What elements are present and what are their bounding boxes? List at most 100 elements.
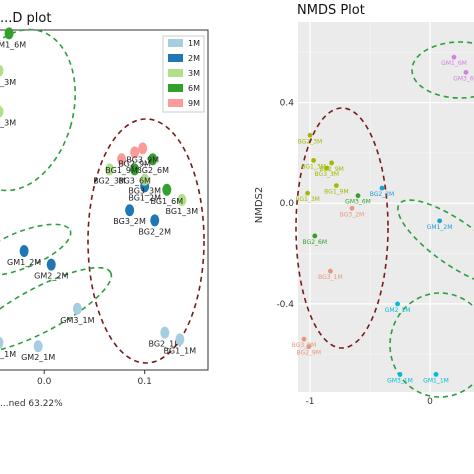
pcoa-x-axis-label: ...ned 63.22% <box>0 399 63 409</box>
pcoa-group-ellipses <box>0 28 205 364</box>
pcoa-x-tick-label: 0.0 <box>37 377 52 387</box>
nmds-point-label: BG2_6M <box>303 239 327 246</box>
nmds-point <box>355 193 361 199</box>
pcoa-point-label: BG3_6M <box>118 176 151 185</box>
pcoa-point-label: BG1_6M <box>150 197 183 206</box>
nmds-ellipse-gm-late <box>411 41 474 99</box>
nmds-point-label: GM2_1M <box>385 307 411 314</box>
pcoa-legend-swatch <box>168 39 183 47</box>
pcoa-legend-label: 3M <box>188 69 200 78</box>
nmds-point-label: BG3_9M <box>292 342 316 349</box>
pcoa-point-label: GM1_1M <box>0 350 16 359</box>
pcoa-point <box>125 204 135 217</box>
pcoa-point-label: GM2_2M <box>34 272 68 281</box>
nmds-point <box>349 205 355 211</box>
nmds-point <box>307 132 313 138</box>
pcoa-point-label: GM2_3M <box>0 119 16 128</box>
pcoa-point-label: GM1_6M <box>0 40 26 49</box>
nmds-point-label: BG3_3M <box>315 171 339 178</box>
pcoa-points: BG2_1MBG1_1MGM3_1MGM2_1MGM1_1MBG1_2MBG2_… <box>0 27 198 362</box>
pcoa-point-label: BG2_2M <box>138 227 171 236</box>
nmds-point-label: BG3_1M <box>318 274 342 281</box>
nmds-point <box>305 190 310 196</box>
nmds-point <box>329 160 334 166</box>
nmds-point <box>463 69 469 75</box>
nmds-group-ellipses <box>295 41 474 398</box>
pcoa-point-label: GM2_1M <box>21 353 55 362</box>
pcoa-point <box>177 194 187 206</box>
nmds-point-label: GM1_1M <box>423 377 449 384</box>
nmds-point <box>324 165 330 171</box>
nmds-point-label: BG3_2M <box>340 211 364 218</box>
nmds-point <box>328 268 333 274</box>
nmds-point <box>437 218 442 224</box>
pcoa-point-label: GM3_1M <box>60 316 94 325</box>
nmds-point <box>451 54 457 60</box>
pcoa-point <box>130 163 140 176</box>
pcoa-point <box>175 333 185 346</box>
nmds-point-label: GM1_6M <box>441 60 467 67</box>
nmds-plot-area <box>298 22 474 392</box>
pcoa-ellipse-bg <box>87 118 205 364</box>
pcoa-point-label: BG2_1M <box>148 340 181 349</box>
pcoa-point <box>0 336 4 349</box>
pcoa-point <box>72 302 82 315</box>
nmds-y-tick-label: 0.4 <box>280 99 295 109</box>
nmds-point <box>395 301 400 307</box>
nmds-point <box>397 371 403 377</box>
pcoa-legend-label: 2M <box>188 54 200 63</box>
pcoa-point-label: GM1_3M <box>0 78 16 87</box>
pcoa-point-label: BG1_2M <box>128 193 161 202</box>
nmds-point-label: BG2_9M <box>297 350 321 357</box>
nmds-point-label: BG1_3M <box>301 163 325 170</box>
pcoa-legend-label: 6M <box>188 84 200 93</box>
nmds-y-tick-label: -0.4 <box>276 300 294 310</box>
nmds-point-label: GM3_1M <box>387 377 413 384</box>
pcoa-point <box>33 340 43 353</box>
nmds-point-label: BG2_9M <box>319 166 343 173</box>
pcoa-point <box>138 142 148 155</box>
pcoa-point <box>150 214 160 227</box>
nmds-ellipse-gm-2m <box>397 199 474 287</box>
nmds-point-label: BG2_2M <box>370 191 394 198</box>
pcoa-legend-swatch <box>168 54 183 62</box>
nmds-point <box>306 344 312 350</box>
pcoa-point-label: BG3_2M <box>113 217 146 226</box>
pcoa-legend-swatch <box>168 99 183 107</box>
nmds-point <box>379 185 385 191</box>
nmds-point <box>433 371 439 377</box>
nmds-y-axis-label: NMDS2 <box>254 187 265 224</box>
nmds-point-label: GM1_2M <box>427 224 453 231</box>
nmds-point-label: BG1_3M <box>295 196 319 203</box>
pcoa-point-label: BG2_9M <box>118 159 151 168</box>
pcoa-legend-label: 1M <box>188 39 200 48</box>
pcoa-point <box>0 105 4 118</box>
pcoa-ellipse-gm-late <box>0 28 77 192</box>
pcoa-point <box>4 27 14 40</box>
pcoa-point-label: BG3_9M <box>126 155 159 164</box>
nmds-point-label: BG2_3M <box>298 138 322 145</box>
pcoa-ellipse-gm-2m <box>0 223 72 277</box>
pcoa-point-label: BG1_3M <box>166 207 199 216</box>
nmds-x-tick-label: 0 <box>427 397 433 407</box>
pcoa-point <box>19 245 29 257</box>
nmds-point <box>312 233 318 239</box>
pcoa-point <box>140 173 150 186</box>
pcoa-point-label: BG1_9M <box>105 166 138 175</box>
pcoa-x-tick-label: 0.1 <box>138 377 152 387</box>
nmds-panel: NMDS Plot -1 0 0.4 0.0 -0.4 NMDS2 GM3_1M GM1_… <box>254 3 474 407</box>
pcoa-point-label: BG1_1M <box>164 346 197 355</box>
pcoa-legend-swatch <box>168 69 183 77</box>
pcoa-point-label: GM1_2M <box>7 258 41 267</box>
pcoa-legend-label: 9M <box>188 99 200 108</box>
pcoa-legend-swatch <box>168 84 183 92</box>
pcoa-point <box>46 258 56 271</box>
nmds-point <box>311 158 316 163</box>
pcoa-point-label: BG3_3M <box>128 187 161 196</box>
nmds-ellipse-bg <box>295 107 389 349</box>
nmds-grid <box>298 22 474 392</box>
pcoa-point-label: BG2_6M <box>136 166 169 175</box>
pcoa-point-label: BG2_3M <box>93 176 126 185</box>
